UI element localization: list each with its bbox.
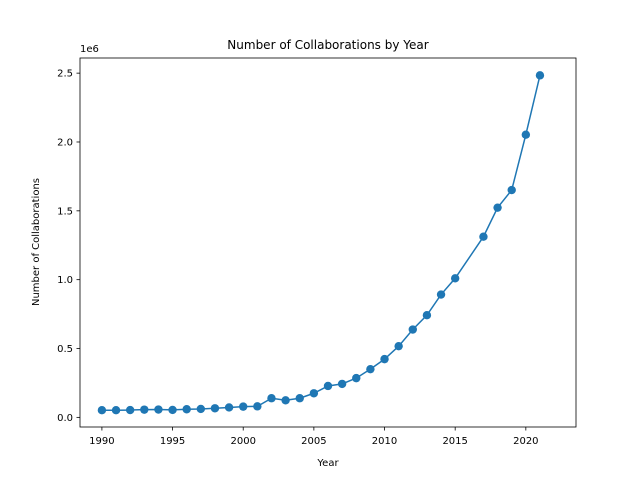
data-point <box>450 274 460 283</box>
data-point <box>309 389 319 398</box>
x-tick-label: 1990 <box>89 436 114 447</box>
plot-frame <box>79 57 577 428</box>
data-point <box>267 394 276 403</box>
data-point <box>323 381 333 391</box>
y-axis-label: Number of Collaborations <box>31 178 42 306</box>
y-tick-label: 2.5 <box>57 69 73 80</box>
y-tick-label: 2.0 <box>57 137 73 148</box>
data-point <box>493 203 502 212</box>
data-point <box>295 394 304 403</box>
data-point <box>535 71 545 80</box>
x-tick-label: 2000 <box>230 436 255 447</box>
data-point <box>140 405 149 414</box>
data-point <box>154 405 163 414</box>
data-point <box>436 290 446 299</box>
data-point <box>394 341 403 351</box>
x-tick-label: 2010 <box>372 436 397 447</box>
plot-area <box>79 57 577 428</box>
chart-title: Number of Collaborations by Year <box>227 38 428 52</box>
data-point <box>422 310 432 320</box>
data-point <box>97 406 107 415</box>
y-offset-label: 1e6 <box>80 44 99 55</box>
data-point <box>168 405 177 415</box>
data-point <box>182 405 191 414</box>
y-tick-label: 1.0 <box>57 275 73 286</box>
data-point <box>210 404 220 413</box>
y-tick-label: 0.0 <box>57 413 73 424</box>
data-point <box>281 396 290 405</box>
data-point <box>479 232 488 241</box>
data-point <box>111 406 121 415</box>
data-point <box>521 130 531 139</box>
data-point <box>352 373 361 383</box>
data-point <box>337 379 347 389</box>
data-point <box>125 405 135 415</box>
data-point <box>196 404 206 414</box>
x-axis-label: Year <box>316 458 339 469</box>
data-point <box>366 364 375 374</box>
y-axis-ticks: 0.0 0.5 1.0 1.5 2.0 2.5 <box>57 69 80 424</box>
data-point <box>239 402 248 411</box>
x-axis-ticks: 1990 1995 2000 2005 2010 2015 2020 <box>89 427 539 447</box>
data-point <box>224 403 234 412</box>
x-tick-label: 1995 <box>160 436 185 447</box>
x-tick-label: 2015 <box>442 436 467 447</box>
data-point <box>507 185 516 195</box>
y-tick-label: 0.5 <box>57 344 73 355</box>
data-point <box>380 354 389 364</box>
y-tick-label: 1.5 <box>57 206 73 217</box>
x-tick-label: 2020 <box>513 436 538 447</box>
data-point <box>408 325 417 334</box>
series-line <box>101 75 541 411</box>
series-layer <box>97 71 545 415</box>
x-tick-label: 2005 <box>301 436 326 447</box>
data-point <box>253 402 262 411</box>
